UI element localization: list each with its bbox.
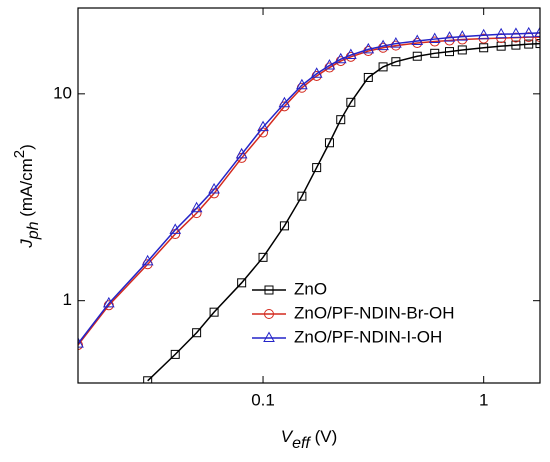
marker (310, 67, 323, 78)
marker (143, 376, 153, 383)
marker (477, 28, 490, 40)
label-part: eff (292, 435, 311, 452)
marker (430, 48, 440, 58)
marker (444, 47, 454, 57)
marker (296, 78, 308, 90)
marker (535, 32, 540, 43)
marker (312, 163, 322, 173)
marker (257, 120, 269, 132)
marker (190, 201, 203, 213)
marker (535, 39, 540, 49)
legend-label: ZnO (294, 279, 327, 298)
marker (522, 26, 535, 38)
marker (495, 27, 507, 39)
marker (323, 59, 336, 70)
marker (279, 221, 289, 231)
marker (141, 254, 154, 266)
marker (412, 51, 422, 61)
marker (344, 48, 357, 60)
label-part: 2 (11, 150, 28, 158)
marker (456, 30, 469, 41)
y-axis-label: Jph (mA/cm2) (11, 144, 42, 249)
marker (192, 328, 202, 338)
marker (443, 31, 456, 42)
marker (457, 45, 467, 55)
marker (363, 72, 373, 82)
marker (524, 39, 534, 49)
marker (362, 42, 375, 54)
legend-label: ZnO/PF-NDIN-Br-OH (294, 303, 455, 322)
marker (334, 52, 347, 64)
label-part: (mA/cm (17, 158, 36, 221)
marker (324, 138, 334, 148)
series-line (147, 42, 540, 382)
marker (390, 37, 402, 48)
marker (336, 115, 346, 125)
marker (78, 337, 84, 348)
label-part: ) (17, 144, 36, 150)
plot-frame (77, 7, 541, 384)
label-part: J (17, 239, 36, 249)
marker (209, 307, 219, 317)
plot-area (78, 26, 540, 383)
marker (170, 349, 180, 359)
marker (391, 57, 401, 67)
marker (411, 34, 424, 46)
marker (378, 62, 388, 72)
marker (102, 296, 115, 308)
marker (297, 191, 307, 201)
legend-label: ZnO/PF-NDIN-I-OH (294, 327, 442, 346)
label-part: V (281, 427, 294, 446)
marker (235, 147, 248, 159)
marker (428, 32, 441, 44)
x-tick-label: 0.1 (251, 390, 275, 409)
x-axis-label: Veff (V) (281, 427, 338, 452)
y-tick-label: 1 (63, 290, 72, 309)
marker (510, 27, 522, 38)
y-tick-label: 10 (53, 83, 72, 102)
marker (208, 182, 220, 194)
marker (258, 252, 268, 262)
marker (264, 309, 274, 319)
marker (169, 223, 182, 234)
marker (511, 40, 521, 50)
marker (278, 96, 291, 108)
label-part: (V) (310, 427, 337, 446)
series-line (78, 36, 540, 346)
label-part: ph (25, 221, 42, 240)
marker (263, 331, 275, 342)
x-tick-label: 1 (479, 390, 488, 409)
marker (78, 340, 83, 351)
marker (377, 39, 389, 51)
marker (264, 285, 274, 295)
marker (237, 278, 247, 288)
marker (534, 26, 540, 37)
marker (346, 97, 356, 107)
marker (479, 43, 489, 53)
